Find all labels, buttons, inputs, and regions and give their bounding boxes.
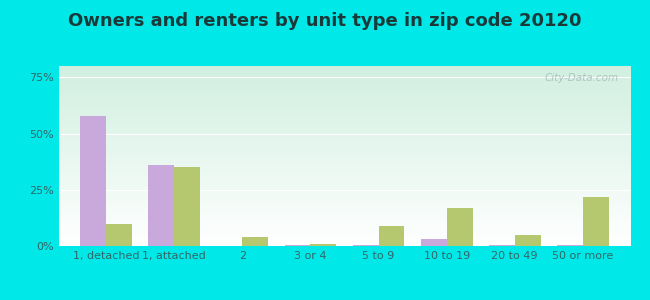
Bar: [557, 245, 583, 246]
Bar: [311, 244, 336, 246]
Bar: [285, 245, 311, 246]
Bar: [421, 239, 447, 246]
Text: Owners and renters by unit type in zip code 20120: Owners and renters by unit type in zip c…: [68, 12, 582, 30]
Bar: [515, 235, 541, 246]
Bar: [174, 167, 200, 246]
Text: City-Data.com: City-Data.com: [545, 73, 619, 83]
Bar: [447, 208, 473, 246]
Bar: [489, 245, 515, 246]
Bar: [148, 165, 174, 246]
Bar: [106, 224, 132, 246]
Bar: [378, 226, 404, 246]
Bar: [353, 245, 378, 246]
Bar: [242, 237, 268, 246]
Bar: [81, 116, 106, 246]
Bar: [583, 196, 608, 246]
